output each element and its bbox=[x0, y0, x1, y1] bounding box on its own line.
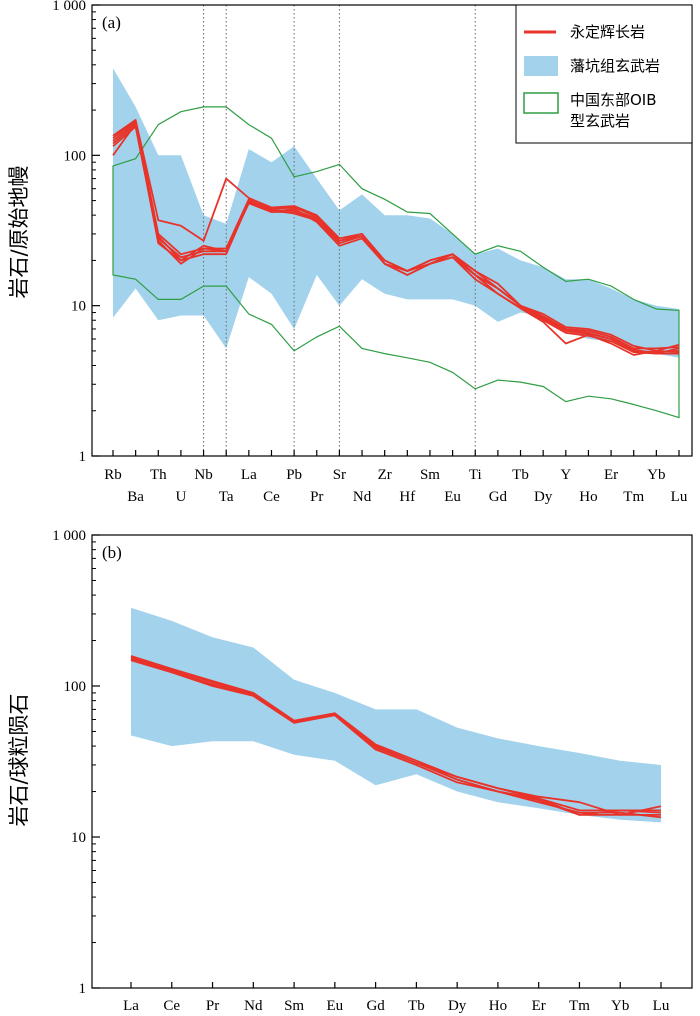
x-tick-label-la: La bbox=[241, 467, 257, 483]
panel-a-label: (a) bbox=[102, 13, 121, 32]
x-tick-label-sm: Sm bbox=[420, 467, 440, 483]
panel-b-xaxis: La Ce Pr Nd Sm Eu Gd Tb Dy Ho Er Tm Yb Lu bbox=[123, 982, 670, 1014]
gabbro-line bbox=[112, 122, 680, 355]
x-tick-label-pr: Pr bbox=[206, 998, 219, 1014]
x-tick-label-gd: Gd bbox=[366, 998, 385, 1014]
y-tick-label: 10 bbox=[71, 830, 86, 846]
panel-b-label: (b) bbox=[102, 543, 122, 562]
gabbro-line bbox=[130, 655, 662, 816]
x-tick-label-ta: Ta bbox=[219, 489, 234, 505]
panel-b: (b) 岩石/球粒陨石 1 10 100 1 000 La Ce Pr Nd Sm Eu Gd Tb… bbox=[7, 528, 693, 1014]
x-tick-label-tm: Tm bbox=[569, 998, 590, 1014]
x-tick-label-eu: Eu bbox=[327, 998, 344, 1014]
x-tick-label-hf: Hf bbox=[399, 489, 415, 505]
basalt-band bbox=[113, 68, 679, 358]
x-tick-label-sm: Sm bbox=[284, 998, 304, 1014]
y-tick-label: 1 bbox=[79, 449, 87, 465]
x-tick-label-nd: Nd bbox=[353, 489, 372, 505]
legend-oib-label-line1: 中国东部OIB bbox=[570, 91, 657, 109]
x-tick-label-ba: Ba bbox=[127, 489, 144, 505]
x-tick-label-er: Er bbox=[532, 998, 546, 1014]
x-tick-label-nd: Nd bbox=[244, 998, 263, 1014]
x-tick-label-ho: Ho bbox=[489, 998, 507, 1014]
x-tick-label-sr: Sr bbox=[333, 467, 346, 483]
panel-a-ylabel: 岩石/原始地幔 bbox=[7, 165, 31, 298]
legend: 永定辉长岩 藩坑组玄武岩 中国东部OIB 型玄武岩 bbox=[515, 4, 693, 144]
x-tick-label-rb: Rb bbox=[104, 467, 122, 483]
x-tick-label-la: La bbox=[123, 998, 139, 1014]
x-tick-label-dy: Dy bbox=[534, 489, 553, 505]
x-tick-label-y: Y bbox=[560, 467, 571, 483]
y-tick-label: 100 bbox=[64, 148, 87, 164]
gabbro-line bbox=[130, 659, 662, 819]
x-tick-label-tb: Tb bbox=[408, 998, 425, 1014]
x-tick-label-pb: Pb bbox=[286, 467, 302, 483]
x-tick-label-eu: Eu bbox=[444, 489, 461, 505]
panel-b-plot-area bbox=[130, 607, 662, 823]
x-tick-label-yb: Yb bbox=[611, 998, 629, 1014]
panel-a-plot-area bbox=[112, 5, 680, 456]
x-tick-label-gd: Gd bbox=[489, 489, 508, 505]
x-tick-label-yb: Yb bbox=[647, 467, 665, 483]
x-tick-label-th: Th bbox=[150, 467, 167, 483]
legend-oib-label-line2: 型玄武岩 bbox=[570, 112, 630, 130]
y-tick-label: 1 000 bbox=[52, 528, 86, 544]
legend-basalt-label: 藩坑组玄武岩 bbox=[570, 57, 660, 75]
x-tick-label-zr: Zr bbox=[378, 467, 392, 483]
gabbro-line bbox=[112, 119, 680, 352]
x-tick-label-ce: Ce bbox=[263, 489, 280, 505]
panel-b-yaxis: 1 10 100 1 000 bbox=[52, 528, 100, 997]
panel-a-frame bbox=[91, 4, 693, 457]
x-tick-label-ho: Ho bbox=[579, 489, 597, 505]
panel-b-ylabel: 岩石/球粒陨石 bbox=[7, 693, 31, 826]
x-tick-label-tb: Tb bbox=[512, 467, 529, 483]
basalt-band bbox=[131, 607, 661, 823]
gabbro-line bbox=[130, 657, 661, 816]
x-tick-label-ce: Ce bbox=[163, 998, 180, 1014]
y-tick-label: 10 bbox=[71, 299, 86, 315]
x-tick-label-pr: Pr bbox=[310, 489, 323, 505]
legend-basalt-swatch bbox=[524, 56, 558, 76]
panel-a-yaxis: 1 10 100 1 000 bbox=[52, 0, 100, 465]
x-tick-label-nb: Nb bbox=[194, 467, 212, 483]
y-tick-label: 1 bbox=[79, 981, 87, 997]
legend-oib-swatch bbox=[523, 92, 559, 114]
x-tick-label-dy: Dy bbox=[448, 998, 467, 1014]
panel-a: (a) 岩石/原始地幔 1 10 100 1 000 Rb Ba Th U Nb Ta La Ce P… bbox=[7, 0, 693, 505]
x-tick-label-u: U bbox=[175, 489, 186, 505]
y-tick-label: 1 000 bbox=[52, 0, 86, 14]
legend-gabbro-label: 永定辉长岩 bbox=[570, 23, 645, 41]
oib-envelope bbox=[112, 106, 680, 419]
x-tick-label-ti: Ti bbox=[469, 467, 482, 483]
gabbro-line bbox=[112, 125, 680, 356]
x-tick-label-tm: Tm bbox=[623, 489, 644, 505]
x-tick-label-lu: Lu bbox=[671, 489, 688, 505]
panel-b-frame bbox=[91, 534, 693, 989]
x-tick-label-lu: Lu bbox=[653, 998, 670, 1014]
x-tick-label-er: Er bbox=[604, 467, 618, 483]
y-tick-label: 100 bbox=[64, 679, 87, 695]
